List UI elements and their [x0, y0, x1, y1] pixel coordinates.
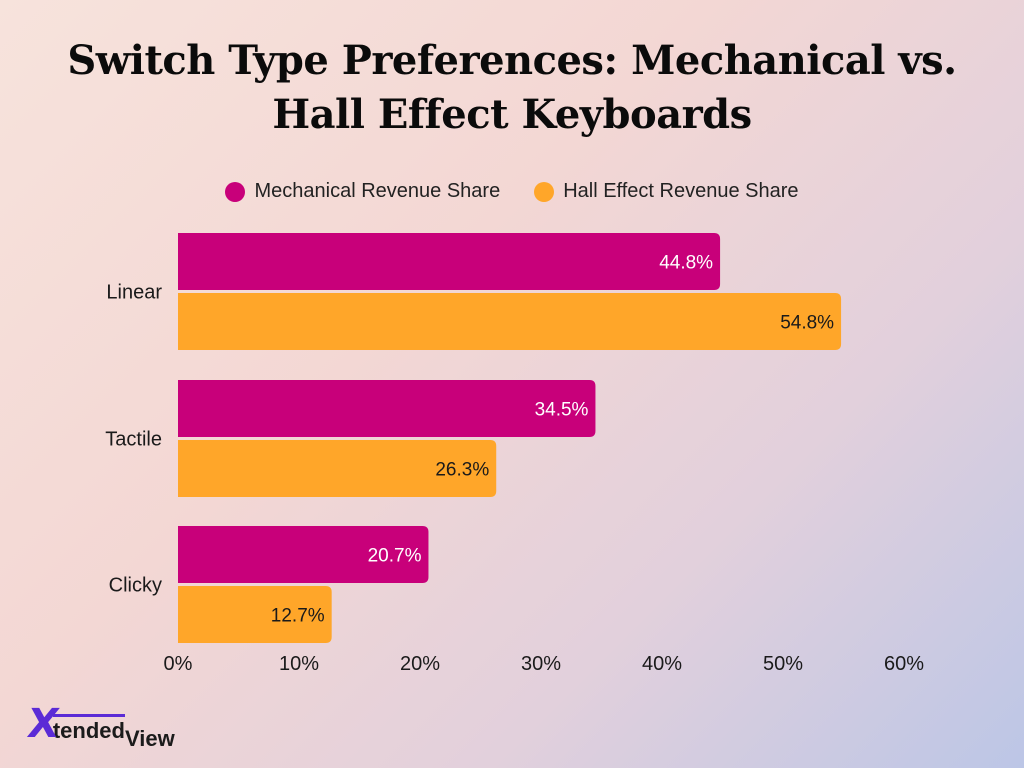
category-label-linear: Linear — [106, 282, 162, 304]
data-label-linear-hall-effect: 54.8% — [780, 313, 834, 334]
bar-clicky-hall-effect — [178, 586, 332, 643]
bar-tactile-hall-effect — [178, 440, 497, 497]
data-label-clicky-mechanical: 20.7% — [368, 546, 422, 567]
data-label-tactile-hall-effect: 26.3% — [435, 460, 489, 481]
category-label-clicky: Clicky — [109, 575, 162, 597]
bar-clicky-mechanical — [178, 526, 429, 583]
legend-dot-hall-effect — [534, 181, 555, 202]
x-tick-label: 30% — [521, 653, 561, 675]
bar-linear-mechanical — [178, 233, 721, 290]
x-tick-label: 40% — [642, 653, 682, 675]
logo-word-view: View — [124, 726, 175, 751]
legend-label-mechanical: Mechanical Revenue Share — [254, 180, 501, 202]
legend-dot-mechanical — [225, 181, 246, 202]
logo-x-mark: X — [24, 701, 63, 747]
x-tick-label: 50% — [763, 653, 803, 675]
bar-linear-hall-effect — [178, 293, 842, 350]
x-tick-label: 0% — [164, 653, 193, 675]
category-label-tactile: Tactile — [105, 429, 162, 451]
xtendedview-logo: X tendedView — [24, 701, 175, 751]
legend-item-mechanical: Mechanical Revenue Share — [225, 180, 500, 203]
data-label-linear-mechanical: 44.8% — [659, 253, 713, 274]
logo-word-tended: tended — [52, 714, 125, 743]
legend: Mechanical Revenue Share Hall Effect Rev… — [0, 180, 1024, 203]
bar-tactile-mechanical — [178, 380, 596, 437]
logo-wordmark: tendedView — [52, 714, 175, 751]
legend-label-hall-effect: Hall Effect Revenue Share — [563, 180, 799, 202]
data-label-tactile-mechanical: 34.5% — [535, 400, 589, 421]
legend-item-hall-effect: Hall Effect Revenue Share — [534, 180, 799, 203]
x-tick-label: 60% — [884, 653, 924, 675]
chart-title: Switch Type Preferences: Mechanical vs. … — [67, 37, 957, 138]
x-tick-label: 10% — [279, 653, 319, 675]
data-label-clicky-hall-effect: 12.7% — [271, 606, 325, 627]
x-tick-label: 20% — [400, 653, 440, 675]
